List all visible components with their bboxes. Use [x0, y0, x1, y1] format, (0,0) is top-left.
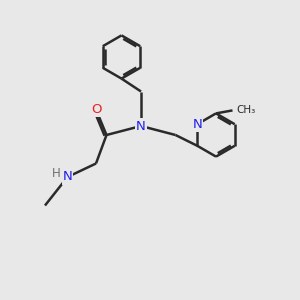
Text: N: N: [136, 119, 146, 133]
Text: H: H: [52, 167, 61, 180]
Text: CH₃: CH₃: [236, 105, 255, 116]
Text: N: N: [192, 118, 202, 131]
Text: N: N: [63, 170, 72, 184]
Text: O: O: [91, 103, 101, 116]
